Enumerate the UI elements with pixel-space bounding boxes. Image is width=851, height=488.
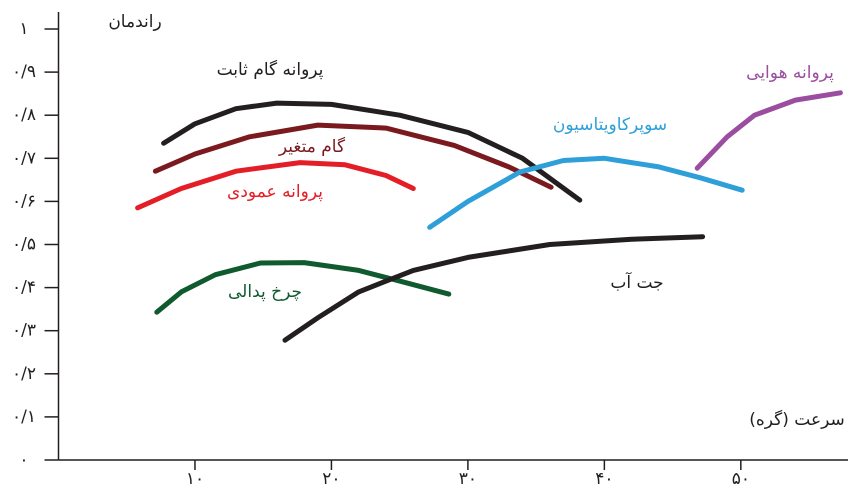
y-tick-label: ۰/۴ (12, 278, 36, 298)
series-line (282, 234, 706, 343)
series-label: پروانه گام ثابت (217, 59, 324, 80)
y-tick-label: ۰/۵ (12, 235, 36, 255)
x-tick-label: ۵۰ (732, 469, 750, 488)
x-tick-label: ۳۰ (459, 469, 477, 488)
y-tick-label: ۱ (19, 19, 28, 39)
series-line (427, 155, 745, 230)
series-label: جت آب (610, 271, 663, 293)
y-tick-label: ۰/۷ (12, 148, 36, 168)
series-line (154, 260, 452, 315)
series-line (135, 160, 416, 211)
series-label: سوپرکاویتاسیون (553, 115, 667, 135)
y-tick-label: ۰/۳ (12, 321, 36, 341)
y-tick-label: ۰/۶ (12, 191, 36, 211)
series-label: چرخ پدالی (228, 282, 302, 302)
y-axis-title: راندمان (108, 12, 161, 32)
series-label: پروانه هوایی (746, 63, 834, 83)
x-tick-label: ۴۰ (595, 469, 613, 488)
y-tick-label: ۰/۲ (12, 364, 36, 384)
series-line (161, 100, 583, 203)
series-label: پروانه عمودی (227, 182, 323, 202)
y-tick-label: ۰ (19, 450, 28, 470)
series-line (152, 122, 554, 190)
x-axis-title: سرعت (گره) (749, 409, 845, 430)
y-tick-label: ۰/۹ (12, 62, 36, 82)
series-label: گام متغیر (278, 136, 346, 157)
y-tick-label: ۰/۸ (12, 105, 36, 125)
x-tick-label: ۲۰ (322, 469, 340, 488)
x-tick-label: ۱۰ (186, 469, 204, 488)
series-line (694, 90, 843, 171)
y-tick-label: ۰/۱ (12, 407, 36, 427)
